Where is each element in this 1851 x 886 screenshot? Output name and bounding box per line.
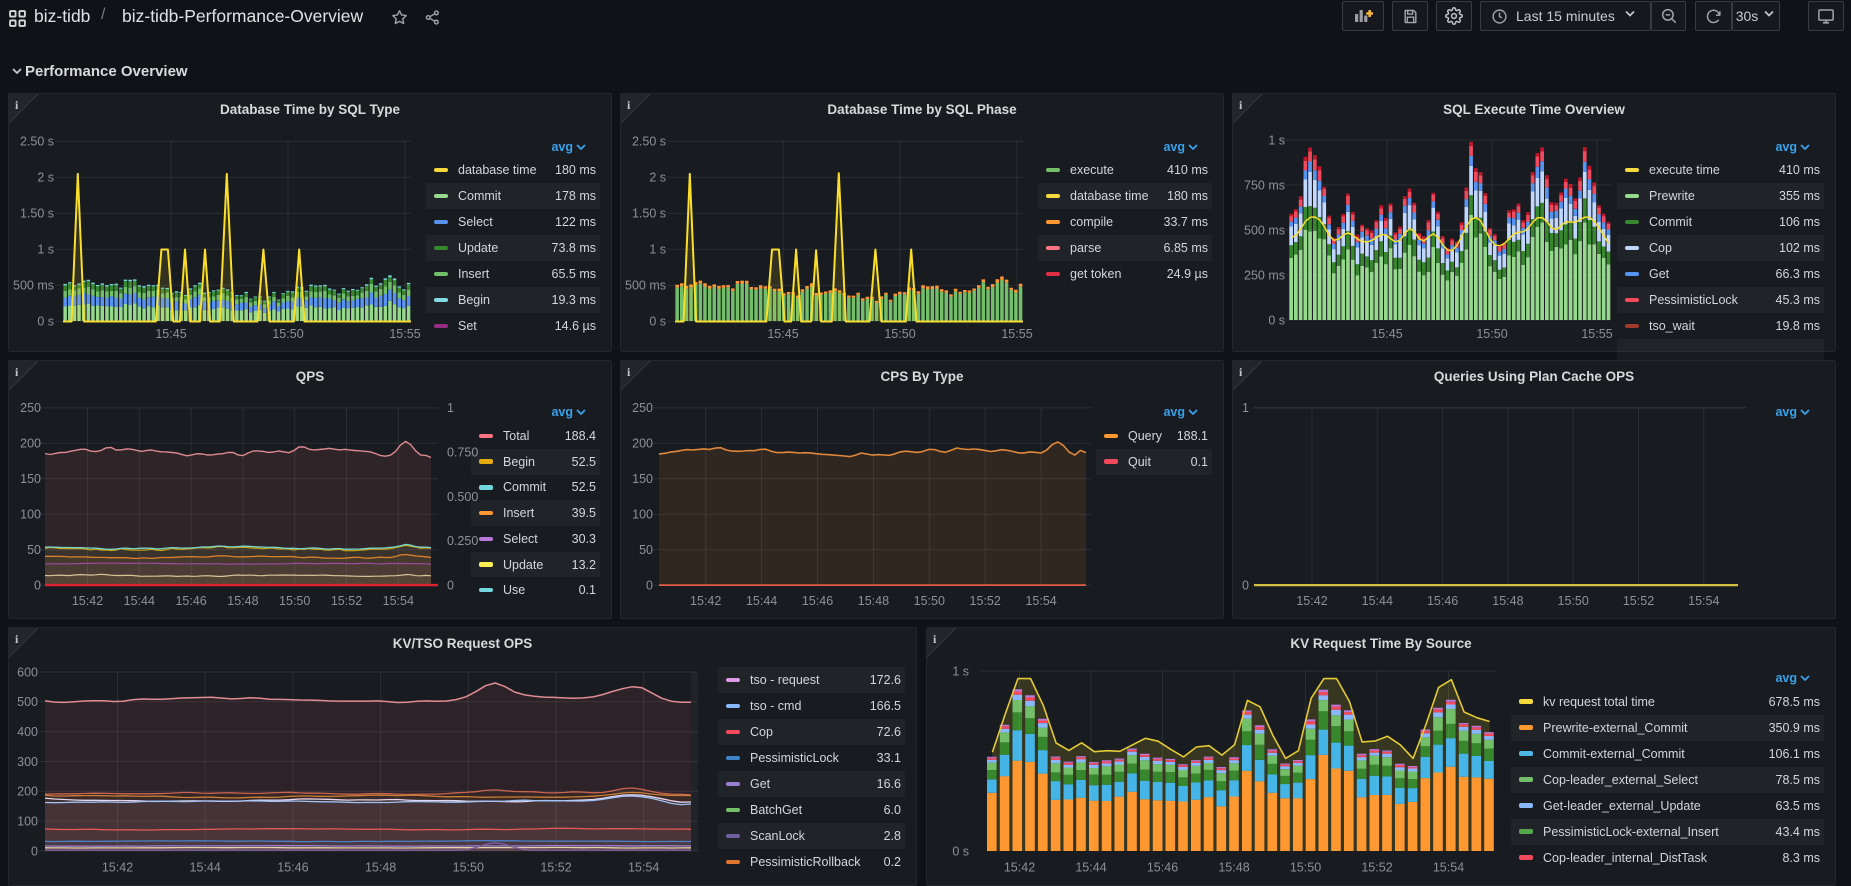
svg-text:250: 250 [20, 401, 41, 415]
svg-text:15:50: 15:50 [1558, 594, 1589, 608]
svg-text:i: i [933, 632, 937, 646]
svg-text:2 s: 2 s [37, 171, 54, 185]
svg-text:0.500: 0.500 [447, 490, 478, 504]
svg-text:100: 100 [632, 508, 653, 522]
svg-text:400: 400 [17, 725, 38, 739]
svg-text:15:50: 15:50 [279, 594, 310, 608]
svg-text:1 s: 1 s [649, 243, 666, 257]
svg-text:0: 0 [447, 578, 454, 592]
svg-text:0: 0 [1242, 578, 1249, 592]
svg-text:150: 150 [632, 472, 653, 486]
svg-text:15:54: 15:54 [1433, 861, 1464, 875]
svg-text:15:55: 15:55 [1581, 327, 1612, 341]
svg-text:15:54: 15:54 [1688, 594, 1719, 608]
svg-text:15:48: 15:48 [365, 861, 396, 875]
svg-text:15:52: 15:52 [1623, 594, 1654, 608]
svg-text:15:44: 15:44 [1362, 594, 1393, 608]
svg-text:i: i [15, 632, 19, 646]
svg-text:15:44: 15:44 [746, 594, 777, 608]
svg-text:750 ms: 750 ms [1244, 178, 1285, 192]
svg-text:15:42: 15:42 [72, 594, 103, 608]
svg-text:15:46: 15:46 [277, 861, 308, 875]
svg-text:1 s: 1 s [37, 243, 54, 257]
svg-text:250 ms: 250 ms [1244, 268, 1285, 282]
svg-text:15:46: 15:46 [1427, 594, 1458, 608]
svg-text:15:54: 15:54 [1025, 594, 1056, 608]
svg-text:0 s: 0 s [952, 844, 969, 858]
svg-text:15:45: 15:45 [1371, 327, 1402, 341]
svg-text:15:45: 15:45 [155, 327, 186, 341]
svg-text:0: 0 [31, 844, 38, 858]
svg-text:50: 50 [27, 543, 41, 557]
svg-text:1 s: 1 s [1268, 133, 1285, 147]
svg-text:100: 100 [20, 508, 41, 522]
svg-text:200: 200 [17, 785, 38, 799]
svg-text:0.250: 0.250 [447, 534, 478, 548]
svg-text:15:52: 15:52 [540, 861, 571, 875]
svg-text:50: 50 [639, 543, 653, 557]
svg-text:600: 600 [17, 665, 38, 679]
svg-text:0 s: 0 s [1268, 313, 1285, 327]
svg-text:15:54: 15:54 [383, 594, 414, 608]
svg-text:i: i [1239, 365, 1243, 379]
svg-text:0 s: 0 s [37, 315, 54, 329]
svg-text:15:44: 15:44 [124, 594, 155, 608]
svg-text:15:48: 15:48 [227, 594, 258, 608]
svg-text:1: 1 [1242, 401, 1249, 415]
svg-text:500 ms: 500 ms [13, 279, 54, 293]
svg-text:300: 300 [17, 755, 38, 769]
svg-text:0 s: 0 s [649, 315, 666, 329]
svg-text:15:46: 15:46 [802, 594, 833, 608]
svg-text:15:55: 15:55 [389, 327, 420, 341]
svg-text:250: 250 [632, 401, 653, 415]
svg-text:100: 100 [17, 814, 38, 828]
svg-text:15:50: 15:50 [914, 594, 945, 608]
svg-text:15:42: 15:42 [1296, 594, 1327, 608]
svg-text:15:44: 15:44 [190, 861, 221, 875]
svg-text:15:44: 15:44 [1075, 861, 1106, 875]
svg-text:2.50 s: 2.50 s [20, 135, 54, 149]
svg-text:200: 200 [20, 437, 41, 451]
svg-text:15:45: 15:45 [767, 327, 798, 341]
svg-text:i: i [627, 98, 631, 112]
svg-text:15:52: 15:52 [1361, 861, 1392, 875]
svg-text:1: 1 [447, 401, 454, 415]
svg-text:200: 200 [632, 437, 653, 451]
svg-text:2.50 s: 2.50 s [632, 135, 666, 149]
svg-text:1 s: 1 s [952, 664, 969, 678]
svg-text:15:42: 15:42 [690, 594, 721, 608]
svg-text:150: 150 [20, 472, 41, 486]
svg-text:i: i [627, 365, 631, 379]
svg-text:0: 0 [646, 578, 653, 592]
svg-text:500 ms: 500 ms [1244, 223, 1285, 237]
svg-text:i: i [1239, 98, 1243, 112]
svg-text:15:52: 15:52 [970, 594, 1001, 608]
svg-text:i: i [15, 98, 19, 112]
svg-text:15:50: 15:50 [453, 861, 484, 875]
svg-text:0: 0 [34, 578, 41, 592]
svg-text:15:42: 15:42 [102, 861, 133, 875]
svg-text:15:50: 15:50 [1476, 327, 1507, 341]
svg-text:15:42: 15:42 [1004, 861, 1035, 875]
svg-text:15:54: 15:54 [628, 861, 659, 875]
svg-text:15:46: 15:46 [1147, 861, 1178, 875]
svg-text:500 ms: 500 ms [625, 279, 666, 293]
svg-text:15:50: 15:50 [272, 327, 303, 341]
svg-text:500: 500 [17, 695, 38, 709]
svg-text:15:46: 15:46 [175, 594, 206, 608]
svg-text:15:48: 15:48 [858, 594, 889, 608]
svg-text:15:48: 15:48 [1218, 861, 1249, 875]
svg-text:15:52: 15:52 [331, 594, 362, 608]
svg-text:1.50 s: 1.50 s [20, 207, 54, 221]
svg-text:15:48: 15:48 [1492, 594, 1523, 608]
svg-text:15:50: 15:50 [1290, 861, 1321, 875]
svg-text:i: i [15, 365, 19, 379]
svg-text:15:50: 15:50 [884, 327, 915, 341]
svg-text:1.50 s: 1.50 s [632, 207, 666, 221]
svg-text:15:55: 15:55 [1001, 327, 1032, 341]
svg-text:0.750: 0.750 [447, 446, 478, 460]
svg-text:2 s: 2 s [649, 171, 666, 185]
